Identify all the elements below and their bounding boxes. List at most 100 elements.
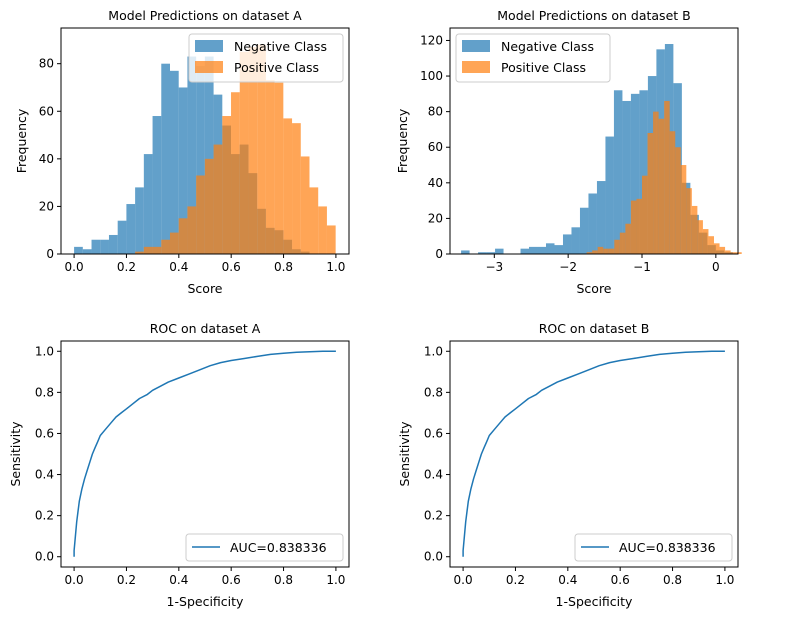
positive-class-bar <box>730 252 737 254</box>
line-layer <box>462 350 725 557</box>
y-tick-label: 60 <box>428 140 443 154</box>
y-tick-label: 40 <box>428 176 443 190</box>
y-ticks: 0.0 0.2 0.4 0.6 0.8 1.0 <box>35 344 61 564</box>
negative-class-bar <box>143 154 153 254</box>
panel-roc-a: ROC on dataset A 0.0 0.2 0.4 0.6 0.8 1.0 0.00… <box>8 321 350 609</box>
legend-label-auc: AUC=0.838336 <box>230 540 327 555</box>
negative-class-bar <box>520 248 530 254</box>
positive-class-bar <box>608 248 615 254</box>
positive-class-bar <box>213 144 223 254</box>
positive-class-bar <box>625 223 631 254</box>
negative-class-bar <box>74 246 83 254</box>
x-ticks: −3 −2 −1 0 <box>485 254 720 274</box>
x-ticks: 0.0 0.2 0.4 0.6 0.8 1.0 <box>454 567 734 587</box>
plot-frame <box>60 340 350 568</box>
y-tick-label: 0 <box>435 247 443 261</box>
legend-box <box>455 33 611 83</box>
x-tick-label: 0 <box>712 260 720 274</box>
negative-class-bar <box>562 234 572 254</box>
positive-class-bar <box>135 251 144 254</box>
y-tick-label: 1.0 <box>35 344 54 358</box>
x-tick-label: 0.2 <box>506 573 525 587</box>
positive-class-bar <box>248 47 258 254</box>
x-tick-label: 0.6 <box>222 573 241 587</box>
y-tick-label: 0.4 <box>35 468 54 482</box>
positive-class-bar <box>714 243 720 254</box>
y-axis-label: Sensitivity <box>397 421 412 487</box>
positive-class-bar <box>326 225 336 254</box>
roc-curve <box>73 350 336 557</box>
x-ticks: 0.0 0.2 0.4 0.6 0.8 1.0 <box>65 254 345 274</box>
negative-class-bar <box>529 246 538 254</box>
positive-class-bar <box>222 116 232 254</box>
legend-label-positive: Positive Class <box>501 60 586 75</box>
y-tick-label: 0.8 <box>424 385 443 399</box>
positive-class-bar <box>708 236 714 254</box>
y-axis-label: Frequency <box>395 108 410 173</box>
positive-class-bar <box>686 188 692 254</box>
positive-class-bar <box>675 147 681 254</box>
positive-class-bar <box>680 165 687 254</box>
y-tick-label: 60 <box>39 104 54 118</box>
positive-class-bar <box>736 252 742 254</box>
positive-class-bar <box>697 220 703 254</box>
negative-class-bar <box>571 227 580 254</box>
negative-class-bar <box>82 249 92 254</box>
x-tick-label: 0.8 <box>274 573 293 587</box>
negative-class-bar <box>461 250 470 254</box>
positive-class-bar <box>283 118 293 255</box>
positive-class-bar <box>292 123 301 254</box>
negative-class-bar <box>126 204 136 254</box>
negative-class-bar <box>196 66 205 254</box>
y-tick-label: 0.0 <box>35 550 54 564</box>
x-ticks: 0.0 0.2 0.4 0.6 0.8 1.0 <box>65 567 345 587</box>
negative-class-bar <box>596 181 606 254</box>
x-tick-label: 0.0 <box>454 573 473 587</box>
negative-class-bar <box>630 93 640 254</box>
x-tick-label: 1.0 <box>326 573 345 587</box>
negative-class-bar <box>495 248 504 254</box>
x-tick-label: 0.0 <box>65 260 84 274</box>
negative-class-bar <box>152 116 162 254</box>
y-tick-label: 0.8 <box>35 385 54 399</box>
y-tick-label: 0.2 <box>424 509 443 523</box>
y-tick-label: 20 <box>428 211 443 225</box>
positive-class-bar <box>603 248 609 254</box>
legend-label-auc: AUC=0.838336 <box>619 540 716 555</box>
bars-layer <box>461 44 742 255</box>
plot-frame <box>60 27 350 255</box>
positive-class-bar <box>597 246 604 254</box>
x-tick-label: −3 <box>485 260 503 274</box>
y-axis-label: Frequency <box>14 108 29 173</box>
y-tick-label: 0.0 <box>424 550 443 564</box>
legend-swatch-negative <box>462 40 490 52</box>
negative-class-bar <box>537 246 546 254</box>
negative-class-bar <box>161 63 170 255</box>
positive-class-bar <box>169 232 179 254</box>
negative-class-bar <box>579 207 589 254</box>
legend: AUC=0.838336 <box>574 533 733 562</box>
legend-swatch-positive <box>462 61 490 73</box>
y-tick-label: 40 <box>39 152 54 166</box>
negative-class-bar <box>135 187 144 254</box>
x-tick-label: 0.6 <box>611 573 630 587</box>
y-tick-label: 20 <box>39 199 54 213</box>
positive-class-bar <box>274 82 284 254</box>
legend-swatch-positive <box>195 61 223 73</box>
positive-class-bar <box>636 198 642 254</box>
x-tick-label: 1.0 <box>715 573 734 587</box>
legend: AUC=0.838336 <box>185 533 344 562</box>
x-tick-label: 0.8 <box>274 260 293 274</box>
positive-class-bar <box>196 175 205 254</box>
x-tick-label: −2 <box>559 260 577 274</box>
x-tick-label: 1.0 <box>326 260 345 274</box>
positive-class-bar <box>653 111 659 255</box>
chart-title: ROC on dataset B <box>539 321 650 336</box>
positive-class-bar <box>318 206 327 254</box>
x-tick-label: 0.4 <box>169 573 188 587</box>
positive-class-bar <box>300 156 310 254</box>
y-tick-label: 1.0 <box>424 344 443 358</box>
negative-class-bar <box>117 220 127 254</box>
positive-class-bar <box>619 232 626 254</box>
positive-class-bar <box>642 175 648 254</box>
